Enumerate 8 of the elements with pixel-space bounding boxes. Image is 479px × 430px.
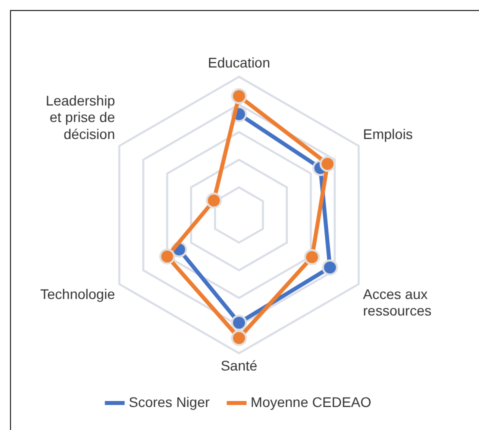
spoke-label: Acces aux ressources <box>363 286 432 319</box>
spoke-label: Santé <box>220 357 258 374</box>
legend-label: Moyenne CEDEAO <box>250 394 372 410</box>
spoke-label: Leadership et prise de décision <box>46 92 116 142</box>
legend-label: Scores Niger <box>128 394 210 410</box>
spoke-label: Education <box>208 54 270 70</box>
spoke-label: Emplois <box>363 126 413 142</box>
spoke-label: Technologie <box>40 286 116 302</box>
